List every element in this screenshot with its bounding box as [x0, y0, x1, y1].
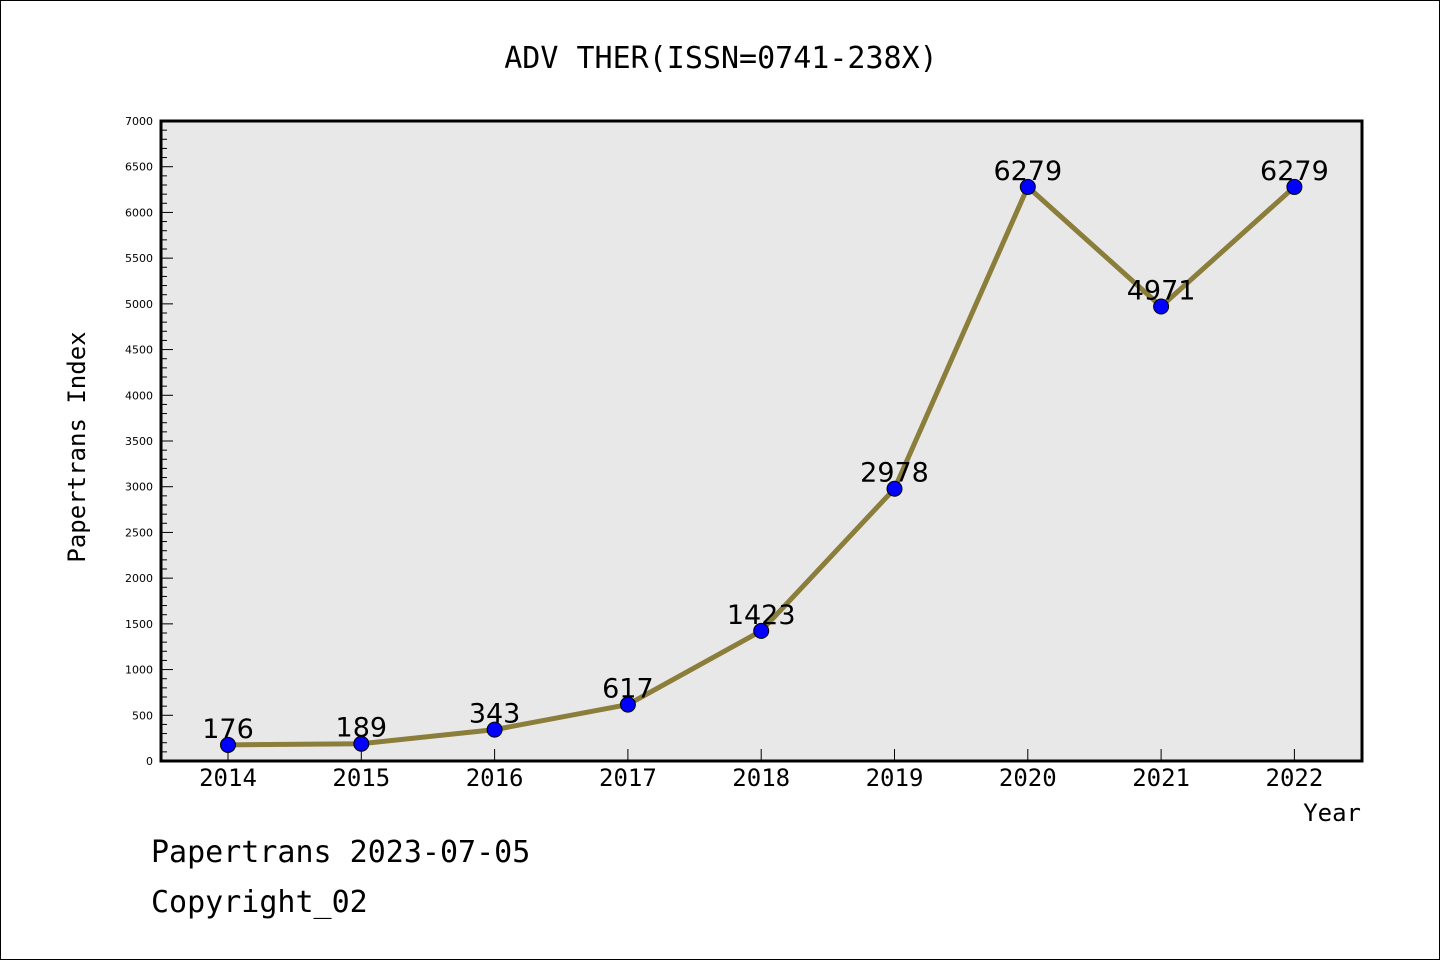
y-tick-label: 4000 [125, 389, 153, 402]
x-tick-label: 2018 [732, 764, 790, 792]
footer-source-text: Papertrans 2023-07-05 [151, 835, 531, 870]
x-tick-label: 2017 [599, 764, 657, 792]
x-tick-label: 2019 [866, 764, 924, 792]
y-tick-label: 2500 [125, 526, 153, 539]
x-axis-label: Year [1303, 799, 1361, 827]
y-tick-label: 3500 [125, 435, 153, 448]
footer-copyright-text: Copyright_02 [151, 885, 368, 920]
y-tick-label: 1500 [125, 618, 153, 631]
x-tick-label: 2022 [1266, 764, 1324, 792]
x-tick-label: 2021 [1132, 764, 1190, 792]
data-point [886, 480, 903, 497]
data-label: 343 [469, 699, 521, 730]
data-point [220, 736, 236, 753]
data-label: 2978 [860, 458, 929, 489]
data-label: 617 [602, 674, 654, 705]
y-axis: 0 500 1000 1500 2000 2500 3000 3500 4000 4500 5000… [125, 115, 173, 768]
x-tick-label: 2014 [199, 764, 257, 792]
y-tick-label: 0 [146, 755, 153, 768]
data-point [486, 721, 503, 738]
data-point [353, 735, 370, 752]
chart-title: ADV THER(ISSN=0741-238X) [504, 41, 937, 76]
data-point [1019, 178, 1036, 195]
data-point [1286, 178, 1303, 195]
y-tick-label: 5500 [125, 252, 153, 265]
series-group: 176 189 343 617 1423 2978 6279 4971 6279 [202, 156, 1329, 753]
y-tick-label: 3000 [125, 481, 153, 494]
plot-area [159, 119, 1364, 763]
y-tick-label: 5000 [125, 298, 153, 311]
y-tick-label: 7000 [125, 115, 153, 128]
y-tick-label: 4500 [125, 344, 153, 357]
y-tick-label: 1000 [125, 664, 153, 677]
data-label: 6279 [993, 156, 1062, 187]
y-tick-label: 500 [132, 709, 153, 722]
x-axis: 2014 2015 2016 2017 2018 2019 2020 2021 2022 [199, 749, 1323, 792]
data-point [753, 622, 770, 639]
y-axis-label: Papertrans Index [63, 331, 91, 562]
data-label: 176 [202, 714, 254, 745]
data-label: 4971 [1127, 276, 1196, 307]
data-label: 1423 [727, 600, 796, 631]
x-tick-label: 2020 [999, 764, 1057, 792]
data-point [1153, 298, 1170, 315]
data-label: 189 [336, 713, 388, 744]
y-tick-label: 2000 [125, 572, 153, 585]
data-point [619, 696, 636, 713]
y-tick-label: 6000 [125, 206, 153, 219]
x-tick-label: 2015 [332, 764, 390, 792]
x-tick-label: 2016 [466, 764, 524, 792]
data-label: 6279 [1260, 156, 1329, 187]
y-tick-label: 6500 [125, 161, 153, 174]
